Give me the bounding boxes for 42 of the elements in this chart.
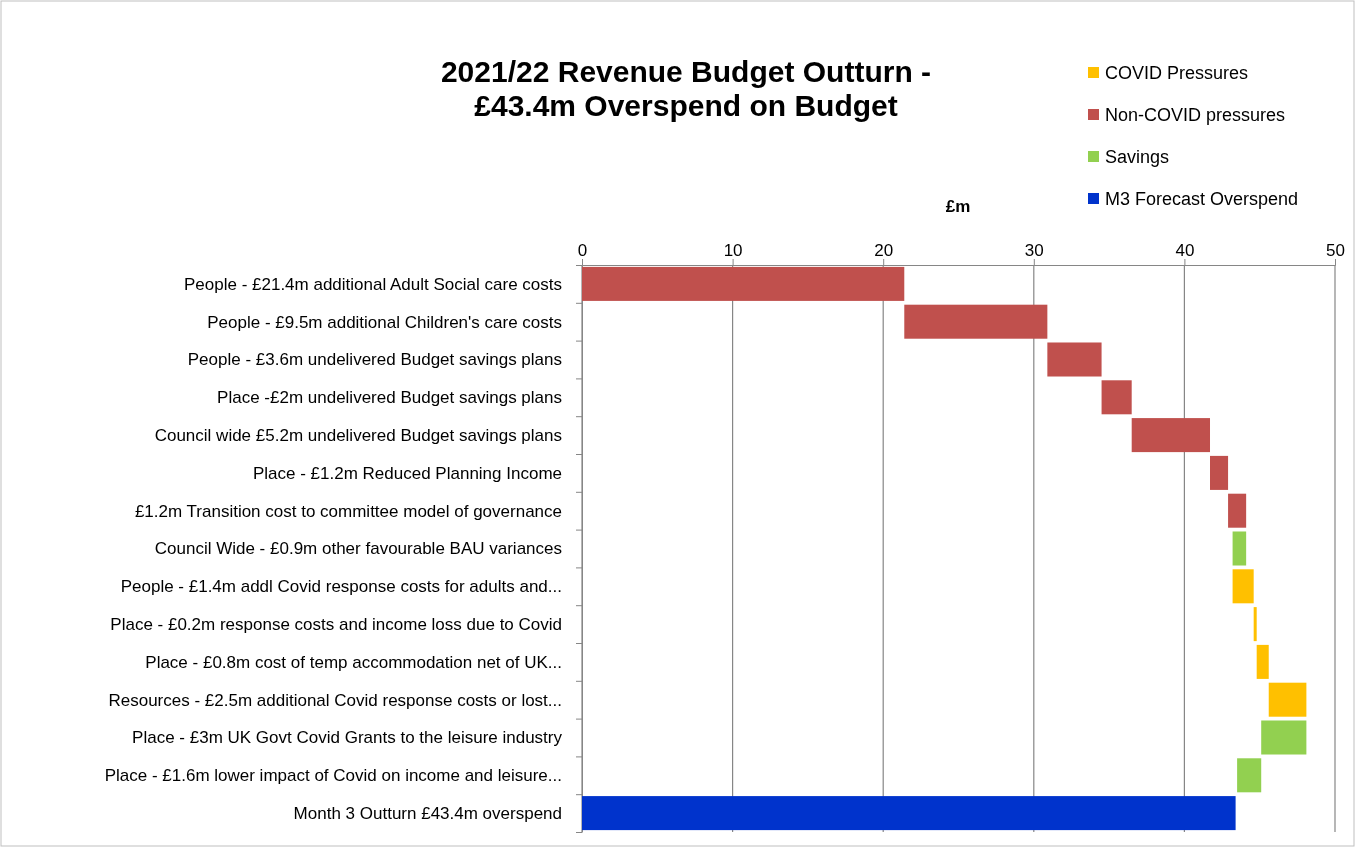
- chart-title: 2021/22 Revenue Budget Outturn - £43.4m Overspend on Budget: [440, 55, 932, 122]
- x-axis-title: £m: [945, 197, 971, 216]
- bar: [1210, 455, 1229, 490]
- bar: [582, 796, 1236, 831]
- x-tick-label: 40: [1175, 241, 1195, 260]
- legend-label: Savings: [1105, 147, 1170, 168]
- x-tick-label: 20: [874, 241, 894, 260]
- y-tick-label: Place - £3m UK Govt Covid Grants to the leisure industry: [132, 728, 563, 748]
- bar: [904, 304, 1048, 339]
- y-tick-label: Place -£2m undelivered Budget savings plans: [217, 388, 562, 408]
- bar: [1256, 644, 1269, 679]
- bar: [1261, 720, 1307, 755]
- x-tick-label: 0: [577, 241, 588, 260]
- y-tick-label: £1.2m Transition cost to committee model of governance: [134, 501, 562, 521]
- y-tick-label: People - £21.4m additional Adult Social care costs: [183, 274, 562, 294]
- bar: [1232, 569, 1254, 604]
- bar: [1131, 418, 1210, 453]
- bar: [1101, 380, 1132, 415]
- bar: [1047, 342, 1102, 377]
- x-tick-label: 50: [1326, 241, 1345, 260]
- legend-label: M3 Forecast Overspend: [1105, 189, 1299, 210]
- y-tick-label: Resources - £2.5m additional Covid response costs or lost...: [108, 690, 562, 710]
- bar: [582, 266, 905, 301]
- bar: [1268, 682, 1307, 717]
- bar: [1253, 607, 1257, 642]
- bar: [1232, 531, 1247, 566]
- y-tick-label: Place - £0.8m cost of temp accommodation net of UK...: [145, 652, 562, 672]
- y-tick-label: Month 3 Outturn £43.4m overspend: [293, 804, 562, 824]
- y-tick-label: People - £3.6m undelivered Budget savings plans: [187, 350, 562, 370]
- y-tick-label: People - £9.5m additional Children's care costs: [207, 312, 562, 332]
- legend-label: Non-COVID pressures: [1105, 105, 1286, 126]
- y-tick-label: Council wide £5.2m undelivered Budget savings plans: [154, 426, 562, 446]
- x-tick-label: 10: [723, 241, 743, 260]
- bar: [1237, 758, 1262, 793]
- y-tick-label: People - £1.4m addl Covid response costs for adults and...: [120, 577, 562, 597]
- bar: [1228, 493, 1247, 528]
- legend-label: COVID Pressures: [1105, 63, 1249, 84]
- y-tick-label: Place - £0.2m response costs and income loss due to Covid: [110, 615, 562, 635]
- y-tick-label: Place - £1.2m Reduced Planning Income: [252, 463, 562, 483]
- y-tick-label: Place - £1.6m lower impact of Covid on income and leisure...: [104, 766, 562, 786]
- y-tick-label: Council Wide - £0.9m other favourable BAU variances: [154, 539, 562, 559]
- x-tick-label: 30: [1024, 241, 1044, 260]
